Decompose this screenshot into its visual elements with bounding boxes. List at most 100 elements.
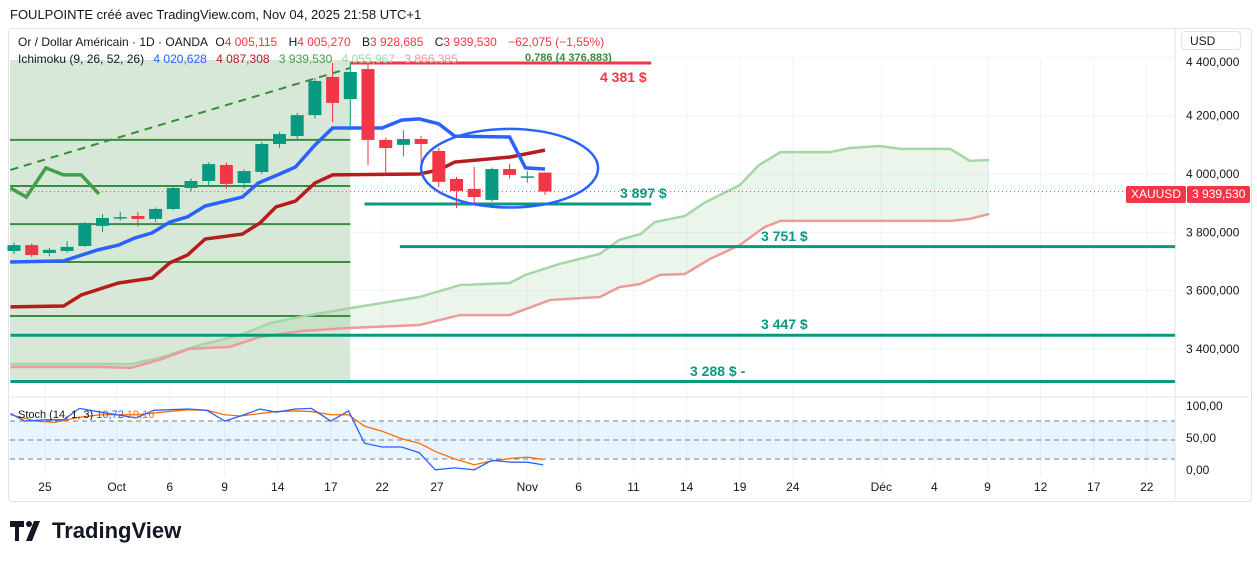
price-level-label: 3 288 $ - xyxy=(690,362,746,379)
stoch-k-value: 10,72 xyxy=(96,409,124,421)
ellipse-annotation xyxy=(419,127,600,209)
ichimoku-chikou-line xyxy=(9,165,101,200)
candle xyxy=(414,136,428,163)
price-level-label: 3 897 $ xyxy=(620,185,667,202)
candle-body xyxy=(432,150,446,182)
tradingview-logo[interactable]: TradingView xyxy=(10,518,181,544)
price-tag-value: 3 939,530 xyxy=(1187,186,1251,203)
price-axis-label: 3 600,000 xyxy=(1186,284,1240,298)
candle xyxy=(166,187,180,211)
candle-body xyxy=(184,180,198,188)
change-value: −62,075 (−1,55%) xyxy=(508,35,605,49)
price-axis-label: 3 800,000 xyxy=(1186,225,1240,239)
candle-body xyxy=(326,76,340,103)
stoch-axis-label: 100,00 xyxy=(1186,399,1223,413)
chart-credit: FOULPOINTE créé avec TradingView.com, No… xyxy=(10,7,422,22)
ichimoku-tenkan: 4 020,628 xyxy=(153,52,207,66)
ichimoku-legend[interactable]: Ichimoku (9, 26, 52, 26) 4 020,628 4 087… xyxy=(18,52,464,66)
stoch-legend[interactable]: Stoch (14, 1, 3) 10,72 19,16 xyxy=(18,409,154,421)
candle-body xyxy=(520,176,534,178)
candle-body xyxy=(60,246,74,251)
time-axis-label: 14 xyxy=(271,480,285,494)
price-tag-symbol: XAUUSD xyxy=(1126,186,1187,203)
candle xyxy=(149,207,163,223)
candle xyxy=(60,241,74,253)
ichimoku-span-a-line xyxy=(10,144,990,366)
close-label: C xyxy=(434,35,444,49)
trend-line xyxy=(10,66,351,171)
candle-body xyxy=(96,218,109,226)
candle-body xyxy=(343,71,357,100)
time-axis-label: 19 xyxy=(733,480,747,494)
time-axis-label: 22 xyxy=(1140,480,1154,494)
ichimoku-span-b-line xyxy=(10,212,990,370)
open-label: O xyxy=(215,35,225,49)
time-axis-label: 4 xyxy=(931,480,938,494)
stoch-band xyxy=(10,421,1175,460)
stoch-axis-label: 0,00 xyxy=(1186,463,1210,477)
symbol-name[interactable]: Or / Dollar Américain · 1D · OANDA xyxy=(18,35,209,49)
candle xyxy=(361,62,375,166)
stoch-label: Stoch (14, 1, 3) xyxy=(18,409,94,421)
time-axis-label: Déc xyxy=(871,480,892,494)
candle-body xyxy=(131,215,145,219)
candle-body xyxy=(450,178,463,191)
price-axis-label: 4 400,000 xyxy=(1186,55,1240,69)
ichimoku-cloud xyxy=(10,146,990,368)
candle-body xyxy=(202,164,216,181)
candle xyxy=(450,176,463,209)
candle xyxy=(538,172,552,195)
candle-body xyxy=(25,245,39,256)
candle-body xyxy=(255,143,269,172)
time-axis-label: 12 xyxy=(1034,480,1048,494)
symbol-legend: Or / Dollar Américain · 1D · OANDA O4 00… xyxy=(18,35,608,49)
time-axis-label: 6 xyxy=(575,480,582,494)
chart-frame xyxy=(8,28,1252,502)
time-axis-label: Oct xyxy=(107,480,126,494)
candle xyxy=(485,167,499,202)
candle-body xyxy=(467,188,481,198)
candle xyxy=(432,147,446,188)
candle xyxy=(25,243,39,258)
candle-body xyxy=(361,69,375,140)
last-price-tag: XAUUSD 3 939,530 xyxy=(1126,186,1251,203)
candle-body xyxy=(7,245,21,251)
candle xyxy=(237,169,251,189)
ichimoku-chikou: 3 939,530 xyxy=(278,52,333,66)
close-value: 3 939,530 xyxy=(443,35,497,49)
candle-body xyxy=(538,172,552,192)
candle-body xyxy=(149,208,163,219)
time-axis-label: Nov xyxy=(517,480,538,494)
candle xyxy=(202,162,216,186)
open-value: 4 005,115 xyxy=(224,35,278,49)
time-axis-label: 9 xyxy=(221,480,228,494)
candle xyxy=(503,163,517,179)
candle xyxy=(396,130,410,157)
time-axis-label: 14 xyxy=(680,480,694,494)
fib-label: 0,786 (4 376,883) xyxy=(525,52,612,64)
price-level-label: 3 447 $ xyxy=(761,316,808,333)
currency-button[interactable]: USD xyxy=(1181,31,1241,50)
low-value: 3 928,685 xyxy=(370,35,424,49)
ichimoku-kijun: 4 087,308 xyxy=(216,52,270,66)
candle-body xyxy=(414,139,428,144)
candle xyxy=(78,222,92,247)
high-label: H xyxy=(288,35,298,49)
candle xyxy=(520,171,534,183)
time-axis-label: 22 xyxy=(375,480,389,494)
candle-body xyxy=(379,139,393,149)
candle xyxy=(7,242,21,255)
candle-body xyxy=(42,249,56,253)
price-level-label: 3 751 $ xyxy=(761,227,808,244)
stoch-d-value: 19,16 xyxy=(126,409,155,421)
stoch-axis-label: 50,00 xyxy=(1186,431,1216,445)
legend-backdrop xyxy=(10,29,1175,60)
candle-body xyxy=(396,139,410,145)
candle xyxy=(290,112,304,140)
price-level-label: 4 381 $ xyxy=(600,68,647,85)
candle xyxy=(219,162,233,189)
candle xyxy=(131,211,145,227)
candle xyxy=(379,137,393,175)
ichimoku-tenkan-line xyxy=(10,117,546,264)
